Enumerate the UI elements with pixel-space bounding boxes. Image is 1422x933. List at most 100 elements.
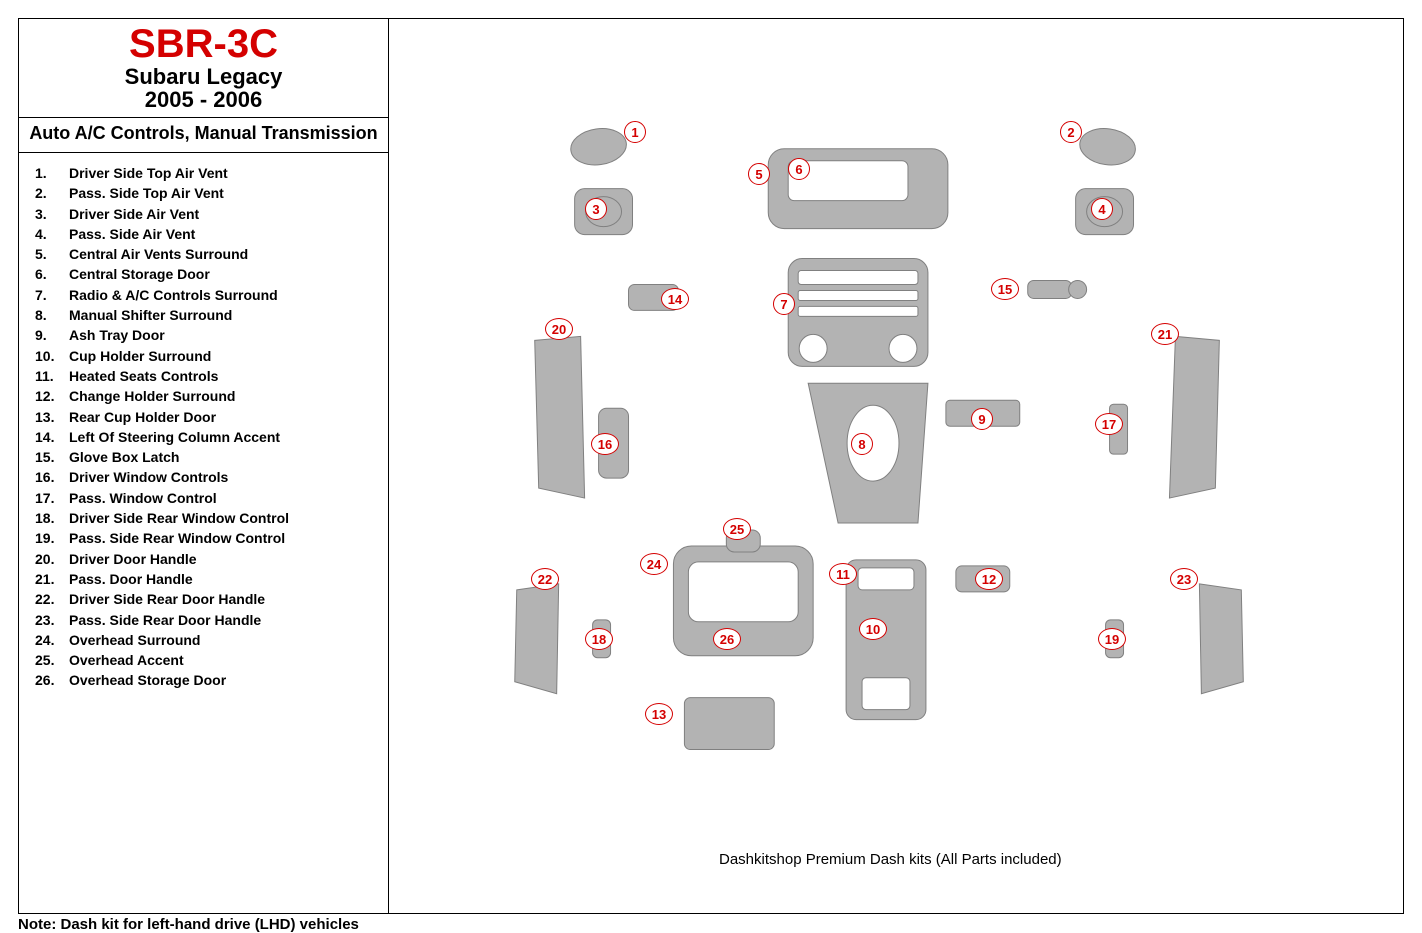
callout-10: 10 [859, 618, 887, 640]
callout-3: 3 [585, 198, 607, 220]
parts-list-number: 16. [35, 467, 69, 487]
parts-list-row: 18.Driver Side Rear Window Control [35, 508, 376, 528]
callout-26: 26 [713, 628, 741, 650]
parts-list-number: 23. [35, 610, 69, 630]
parts-list-number: 7. [35, 285, 69, 305]
parts-list-label: Driver Side Rear Window Control [69, 508, 289, 528]
parts-list-row: 3.Driver Side Air Vent [35, 204, 376, 224]
parts-list-number: 26. [35, 670, 69, 690]
parts-list-row: 10.Cup Holder Surround [35, 346, 376, 366]
callout-18: 18 [585, 628, 613, 650]
callout-14: 14 [661, 288, 689, 310]
parts-list-label: Pass. Window Control [69, 488, 217, 508]
parts-list-label: Manual Shifter Surround [69, 305, 232, 325]
legend-panel: SBR-3C Subaru Legacy 2005 - 2006 Auto A/… [19, 19, 389, 913]
exploded-diagram [389, 19, 1403, 913]
parts-list-row: 7.Radio & A/C Controls Surround [35, 285, 376, 305]
parts-list-number: 19. [35, 528, 69, 548]
parts-list-label: Cup Holder Surround [69, 346, 211, 366]
parts-list-label: Pass. Door Handle [69, 569, 193, 589]
parts-list-row: 11.Heated Seats Controls [35, 366, 376, 386]
bottom-note: Note: Dash kit for left-hand drive (LHD)… [18, 916, 359, 933]
callout-8: 8 [851, 433, 873, 455]
parts-list-number: 10. [35, 346, 69, 366]
parts-list-number: 12. [35, 386, 69, 406]
parts-list-row: 24.Overhead Surround [35, 630, 376, 650]
callout-11: 11 [829, 563, 857, 585]
parts-list-row: 14.Left Of Steering Column Accent [35, 427, 376, 447]
parts-list-label: Heated Seats Controls [69, 366, 218, 386]
title-box: SBR-3C Subaru Legacy 2005 - 2006 [19, 19, 388, 118]
parts-list-label: Pass. Side Air Vent [69, 224, 195, 244]
parts-list-number: 4. [35, 224, 69, 244]
parts-list-number: 22. [35, 589, 69, 609]
parts-list-number: 1. [35, 163, 69, 183]
callout-6: 6 [788, 158, 810, 180]
parts-list-number: 20. [35, 549, 69, 569]
parts-list-label: Ash Tray Door [69, 325, 165, 345]
parts-list-label: Pass. Side Rear Window Control [69, 528, 285, 548]
parts-list-row: 15.Glove Box Latch [35, 447, 376, 467]
parts-list-label: Radio & A/C Controls Surround [69, 285, 278, 305]
callout-5: 5 [748, 163, 770, 185]
parts-list-row: 6.Central Storage Door [35, 264, 376, 284]
parts-list-row: 5.Central Air Vents Surround [35, 244, 376, 264]
vehicle-name: Subaru Legacy 2005 - 2006 [19, 65, 388, 111]
page-frame: SBR-3C Subaru Legacy 2005 - 2006 Auto A/… [18, 18, 1404, 914]
parts-list-row: 1.Driver Side Top Air Vent [35, 163, 376, 183]
callout-16: 16 [591, 433, 619, 455]
parts-list-number: 15. [35, 447, 69, 467]
footer-caption: Dashkitshop Premium Dash kits (All Parts… [719, 851, 1062, 868]
callout-15: 15 [991, 278, 1019, 300]
callout-13: 13 [645, 703, 673, 725]
parts-list-row: 22.Driver Side Rear Door Handle [35, 589, 376, 609]
callout-4: 4 [1091, 198, 1113, 220]
callout-22: 22 [531, 568, 559, 590]
parts-list-label: Rear Cup Holder Door [69, 407, 216, 427]
parts-list-row: 8.Manual Shifter Surround [35, 305, 376, 325]
parts-list: 1.Driver Side Top Air Vent2.Pass. Side T… [19, 153, 388, 701]
parts-list-label: Pass. Side Rear Door Handle [69, 610, 261, 630]
parts-list-row: 17.Pass. Window Control [35, 488, 376, 508]
parts-list-number: 17. [35, 488, 69, 508]
parts-list-number: 2. [35, 183, 69, 203]
parts-list-row: 13.Rear Cup Holder Door [35, 407, 376, 427]
parts-list-label: Central Air Vents Surround [69, 244, 248, 264]
callout-23: 23 [1170, 568, 1198, 590]
parts-list-row: 25.Overhead Accent [35, 650, 376, 670]
parts-list-number: 21. [35, 569, 69, 589]
callout-12: 12 [975, 568, 1003, 590]
parts-list-row: 4.Pass. Side Air Vent [35, 224, 376, 244]
parts-list-label: Overhead Storage Door [69, 670, 226, 690]
parts-list-label: Overhead Accent [69, 650, 184, 670]
product-code: SBR-3C [19, 23, 388, 65]
parts-list-number: 5. [35, 244, 69, 264]
diagram-panel: 1234567891011121314151617181920212223242… [389, 19, 1403, 913]
parts-list-row: 16.Driver Window Controls [35, 467, 376, 487]
parts-list-row: 26.Overhead Storage Door [35, 670, 376, 690]
parts-list-number: 18. [35, 508, 69, 528]
callout-7: 7 [773, 293, 795, 315]
callout-1: 1 [624, 121, 646, 143]
parts-list-number: 8. [35, 305, 69, 325]
callout-24: 24 [640, 553, 668, 575]
parts-list-label: Left Of Steering Column Accent [69, 427, 280, 447]
parts-list-row: 23.Pass. Side Rear Door Handle [35, 610, 376, 630]
parts-list-row: 12.Change Holder Surround [35, 386, 376, 406]
parts-list-number: 14. [35, 427, 69, 447]
parts-list-label: Driver Side Rear Door Handle [69, 589, 265, 609]
parts-list-number: 11. [35, 366, 69, 386]
callout-17: 17 [1095, 413, 1123, 435]
parts-list-label: Driver Door Handle [69, 549, 197, 569]
parts-list-number: 24. [35, 630, 69, 650]
parts-list-number: 6. [35, 264, 69, 284]
parts-list-row: 20.Driver Door Handle [35, 549, 376, 569]
parts-list-label: Overhead Surround [69, 630, 200, 650]
parts-list-number: 9. [35, 325, 69, 345]
kit-description: Auto A/C Controls, Manual Transmission [19, 118, 388, 153]
callout-25: 25 [723, 518, 751, 540]
parts-list-label: Glove Box Latch [69, 447, 179, 467]
parts-list-number: 3. [35, 204, 69, 224]
callout-20: 20 [545, 318, 573, 340]
parts-list-number: 13. [35, 407, 69, 427]
